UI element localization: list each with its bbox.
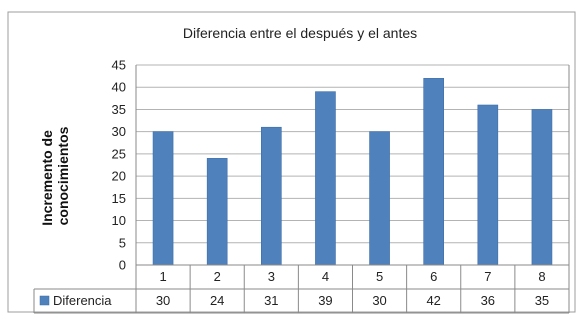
data-label: 42: [426, 293, 440, 308]
data-table: 1 30 2 24 3 31 4 39 5 30 6 42 7 36 8 35 Diferencia: [33, 264, 570, 314]
y-axis-ticks: 0 5 10 15 20 25 30 35 40 45: [112, 58, 126, 273]
data-label: 36: [481, 293, 495, 308]
bar: [369, 131, 390, 266]
x-tick-label: 7: [484, 269, 491, 284]
x-tick-label: 3: [268, 269, 275, 284]
y-tick-label: 25: [112, 146, 126, 161]
legend-entry: Diferencia: [53, 293, 112, 308]
bar: [315, 91, 336, 266]
bar: [260, 126, 282, 266]
x-tick-label: 2: [214, 269, 221, 284]
y-axis-label: Incremento de conocimientos: [39, 126, 71, 226]
data-label: 35: [535, 293, 549, 308]
data-label: 31: [264, 293, 278, 308]
y-tick-label: 10: [112, 213, 126, 228]
bar: [531, 109, 553, 266]
y-tick-label: 45: [112, 58, 126, 73]
bar: [477, 104, 499, 266]
y-tick-label: 35: [112, 102, 126, 117]
y-tick-label: 40: [112, 80, 126, 95]
y-axis-label-line-2: conocimientos: [55, 126, 71, 225]
bar: [206, 158, 228, 266]
y-tick-label: 20: [112, 169, 126, 184]
legend-swatch: [39, 295, 50, 306]
x-tick-label: 1: [159, 269, 166, 284]
x-tick-label: 6: [430, 269, 437, 284]
y-tick-label: 30: [112, 124, 126, 139]
data-label: 24: [210, 293, 224, 308]
x-tick-label: 4: [322, 269, 329, 284]
x-tick-label: 8: [538, 269, 545, 284]
y-axis-label-line-1: Incremento de: [39, 130, 55, 226]
bar: [152, 131, 174, 266]
data-label: 30: [372, 293, 386, 308]
y-tick-label: 15: [112, 191, 126, 206]
chart-title: Diferencia entre el después y el antes: [183, 25, 417, 41]
y-tick-label: 5: [119, 235, 126, 250]
y-tick-label: 0: [119, 258, 126, 273]
data-label: 39: [318, 293, 332, 308]
data-label: 30: [156, 293, 170, 308]
x-tick-label: 5: [376, 269, 383, 284]
bar: [423, 78, 445, 266]
